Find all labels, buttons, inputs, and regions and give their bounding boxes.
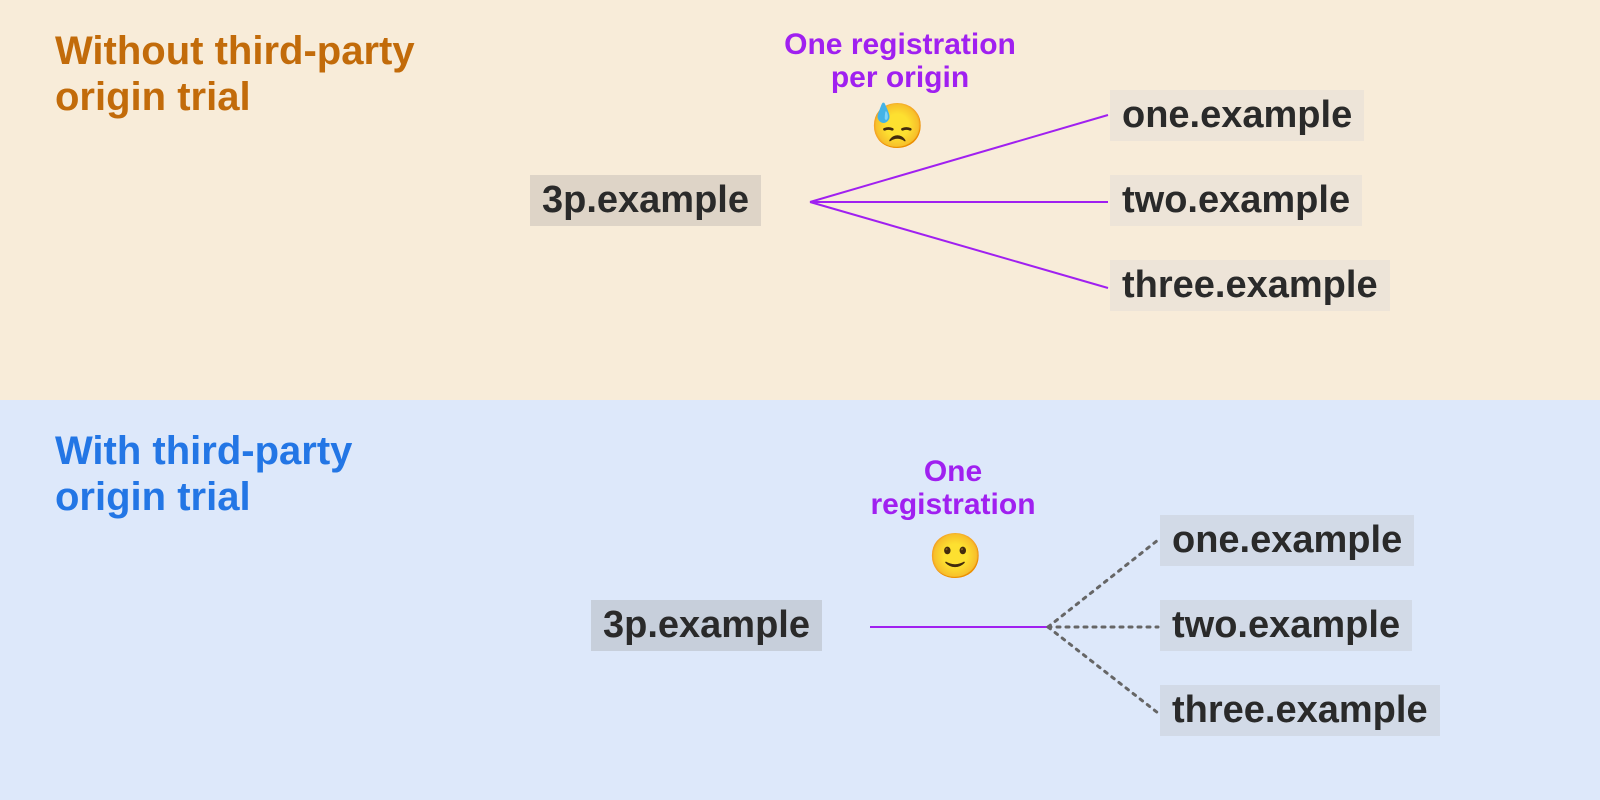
sad-emoji-icon: 😓 — [870, 100, 925, 152]
title-with: With third-partyorigin trial — [55, 428, 352, 520]
target-node: three.example — [1160, 685, 1440, 736]
panel-without-trial: Without third-partyorigin trial One regi… — [0, 0, 1600, 400]
source-node-bottom: 3p.example — [591, 600, 822, 651]
annotation-without: One registrationper origin — [750, 28, 1050, 94]
target-node: one.example — [1160, 515, 1414, 566]
target-node: two.example — [1160, 600, 1412, 651]
annotation-with: Oneregistration — [828, 455, 1078, 521]
happy-emoji-icon: 🙂 — [928, 530, 983, 582]
panel-with-trial: With third-partyorigin trial Oneregistra… — [0, 400, 1600, 800]
source-node-top: 3p.example — [530, 175, 761, 226]
target-node: two.example — [1110, 175, 1362, 226]
title-without: Without third-partyorigin trial — [55, 28, 415, 120]
target-node: three.example — [1110, 260, 1390, 311]
target-node: one.example — [1110, 90, 1364, 141]
